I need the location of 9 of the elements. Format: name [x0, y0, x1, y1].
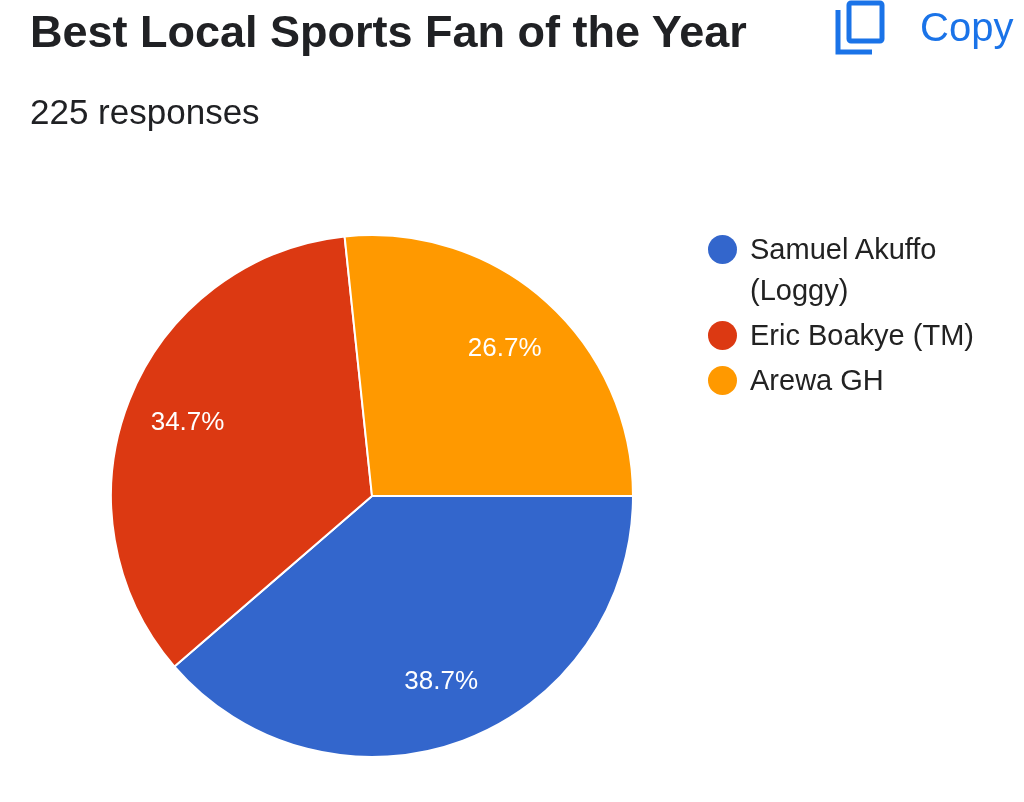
text: Copy [920, 4, 1014, 50]
legend-label: Samuel Akuffo (Loggy) [750, 232, 938, 308]
chart-subtitle: 225 responses [30, 92, 260, 132]
data-label: 38.7% [404, 665, 479, 696]
data-label: 26.7% [467, 331, 542, 362]
legend-label: Arewa GH [750, 363, 884, 398]
legend-label: Eric Boakye (TM) [750, 318, 974, 353]
data-label: 34.7% [150, 406, 225, 437]
chart-title: Best Local Sports Fan of the Year [30, 6, 747, 58]
